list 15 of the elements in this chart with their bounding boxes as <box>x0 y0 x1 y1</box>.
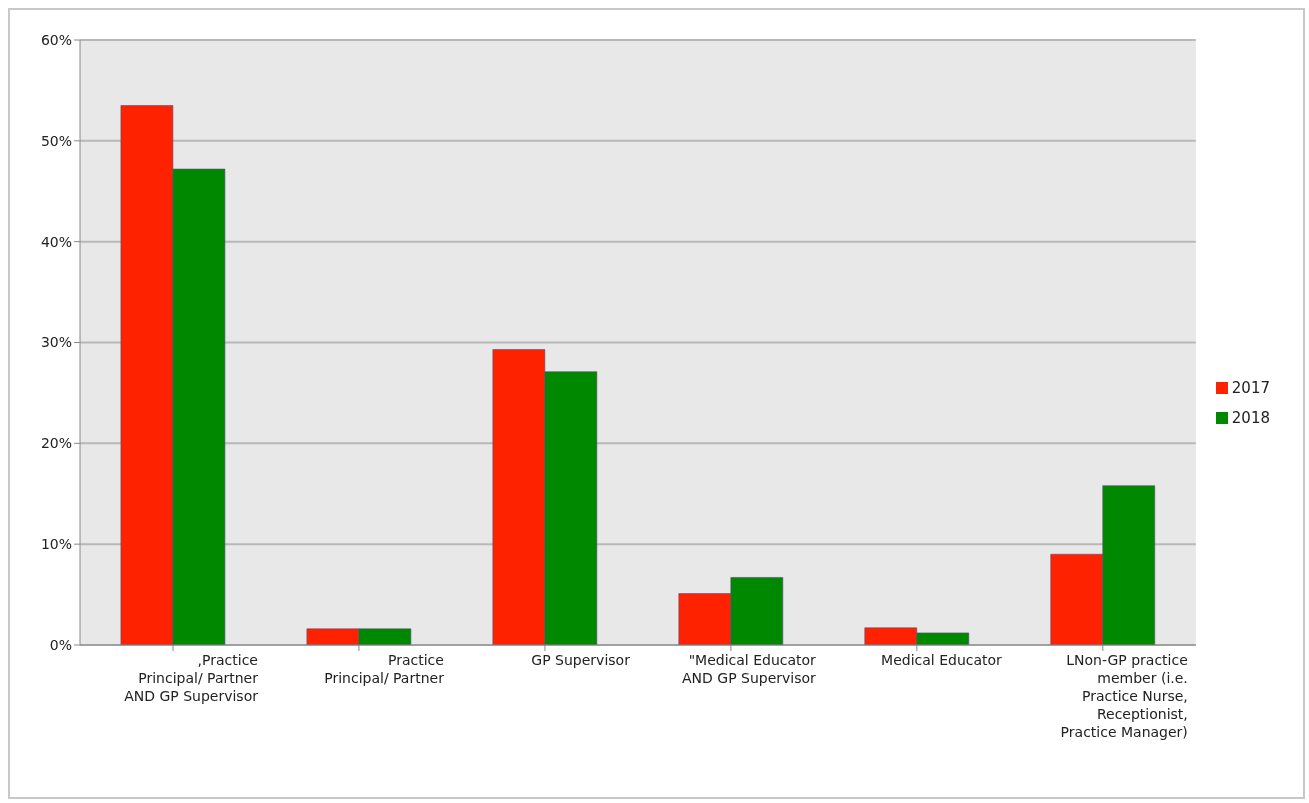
x-tick-label: "Medical Educator AND GP Supervisor <box>682 652 817 686</box>
y-tick-label: 30% <box>40 334 72 351</box>
x-tick-label: Practice Principal/ Partner <box>324 652 445 686</box>
x-tick-label: ,Practice Principal/ Partner AND GP Supervisor <box>124 652 259 704</box>
x-tick-label: LNon-GP practice member (i.e. Practice Nurse, Receptionist, Practice Manager) <box>1060 652 1188 740</box>
y-tick-label: 0% <box>49 636 72 653</box>
y-tick-label: 10% <box>40 536 72 553</box>
legend-label: 2018 <box>1231 408 1270 427</box>
x-tick-label: GP Supervisor <box>531 652 631 668</box>
y-tick-label: 40% <box>40 233 72 250</box>
y-tick-label: 60% <box>40 31 72 48</box>
x-tick-label: Medical Educator <box>881 652 1003 668</box>
y-tick-label: 50% <box>40 132 72 149</box>
legend-label: 2017 <box>1231 378 1270 397</box>
y-tick-label: 20% <box>40 435 72 452</box>
